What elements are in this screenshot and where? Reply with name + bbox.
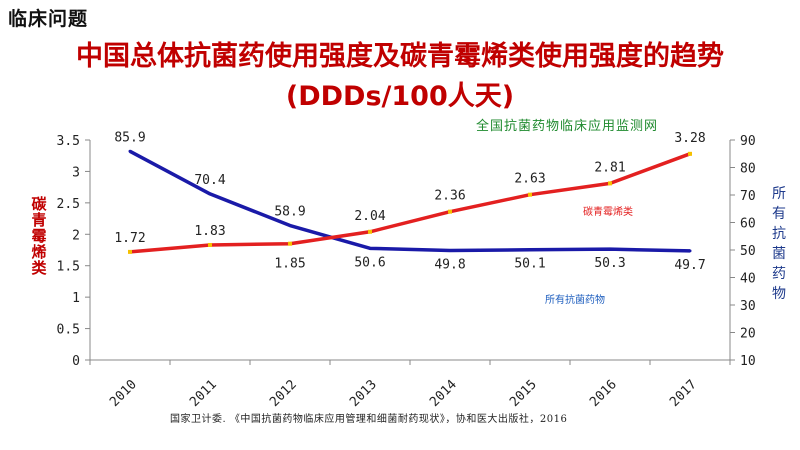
right-axis-tick-label: 70 (740, 189, 756, 204)
data-label-carbapenems: 2.36 (434, 189, 465, 204)
data-label-carbapenems: 2.04 (354, 209, 385, 224)
right-axis-tick-label: 40 (740, 272, 756, 287)
left-axis-tick-label: 0 (72, 354, 80, 369)
data-label-carbapenems: 2.63 (514, 172, 545, 187)
left-axis-tick-label: 3.5 (57, 134, 80, 149)
right-axis-tick-label: 30 (740, 299, 756, 314)
section-title: 临床问题 (8, 8, 89, 30)
chart-title: 中国总体抗菌药使用强度及碳青霉烯类使用强度的趋势 (76, 41, 724, 72)
right-axis-tick-label: 80 (740, 162, 756, 177)
x-axis-tick-label: 2014 (427, 377, 460, 410)
reference-citation: 国家卫计委. 《中国抗菌药物临床应用管理和细菌耐药现状》，协和医大出版社，201… (170, 414, 568, 425)
left-axis-tick-label: 2.5 (57, 197, 80, 212)
x-axis-tick-label: 2013 (347, 377, 380, 410)
data-label-all-antibiotics: 49.7 (674, 258, 705, 273)
left-axis-tick-label: 1 (72, 291, 80, 306)
data-label-all-antibiotics: 58.9 (274, 205, 305, 220)
series-label-carbapenems: 碳青霉烯类 (583, 205, 633, 218)
x-axis-tick-label: 2010 (107, 377, 140, 410)
data-point-all-antibiotics (608, 247, 612, 251)
left-axis-tick-label: 0.5 (57, 323, 80, 338)
right-axis-tick-label: 50 (740, 244, 756, 259)
data-label-all-antibiotics: 49.8 (434, 258, 465, 273)
data-point-all-antibiotics (288, 224, 292, 228)
right-axis-tick-label: 90 (740, 134, 756, 149)
x-axis-tick-label: 2016 (587, 377, 620, 410)
data-label-all-antibiotics: 50.1 (514, 257, 545, 272)
data-point-carbapenems (368, 229, 372, 234)
x-axis-tick-label: 2017 (667, 377, 700, 410)
data-point-all-antibiotics (208, 192, 212, 196)
x-axis-tick-label: 2011 (187, 377, 220, 410)
data-point-carbapenems (688, 151, 692, 156)
left-axis-tick-label: 2 (72, 228, 80, 243)
data-label-all-antibiotics: 50.6 (354, 255, 385, 270)
data-point-all-antibiotics (448, 249, 452, 253)
series-line-all-antibiotics (129, 149, 691, 253)
data-label-all-antibiotics: 70.4 (194, 173, 225, 188)
x-axis-tick-label: 2012 (267, 377, 300, 410)
data-label-all-antibiotics: 50.3 (594, 256, 625, 271)
data-point-carbapenems (448, 209, 452, 214)
series-label-all-antibiotics: 所有抗菌药物 (545, 293, 605, 306)
right-axis-tick-label: 20 (740, 327, 756, 342)
right-axis-tick-label: 10 (740, 354, 756, 369)
data-label-carbapenems: 2.81 (594, 160, 625, 175)
left-axis-title: 碳青霉烯类 (31, 195, 47, 277)
data-point-carbapenems (128, 249, 132, 254)
data-label-all-antibiotics: 85.9 (114, 130, 145, 145)
data-point-carbapenems (208, 242, 212, 247)
data-label-carbapenems: 1.72 (114, 231, 145, 246)
data-label-carbapenems: 1.83 (194, 224, 225, 239)
data-label-carbapenems: 3.28 (674, 131, 705, 146)
series-line-carbapenems (129, 152, 691, 254)
left-axis-tick-label: 1.5 (57, 260, 80, 275)
data-source-label: 全国抗菌药物临床应用监测网 (476, 119, 659, 134)
data-point-carbapenems (608, 181, 612, 186)
data-point-all-antibiotics (528, 248, 532, 252)
data-label-carbapenems: 1.85 (274, 257, 305, 272)
data-point-carbapenems (288, 241, 292, 246)
chart-subtitle: (DDDs/100人天) (285, 81, 515, 112)
right-axis-title: 所有抗菌药物 (772, 186, 786, 302)
data-point-all-antibiotics (128, 149, 132, 153)
right-axis-tick-label: 60 (740, 217, 756, 232)
left-axis-tick-label: 3 (72, 165, 80, 180)
x-axis-tick-label: 2015 (507, 377, 540, 410)
data-point-all-antibiotics (688, 249, 692, 253)
data-point-carbapenems (528, 192, 532, 197)
data-point-all-antibiotics (368, 246, 372, 250)
